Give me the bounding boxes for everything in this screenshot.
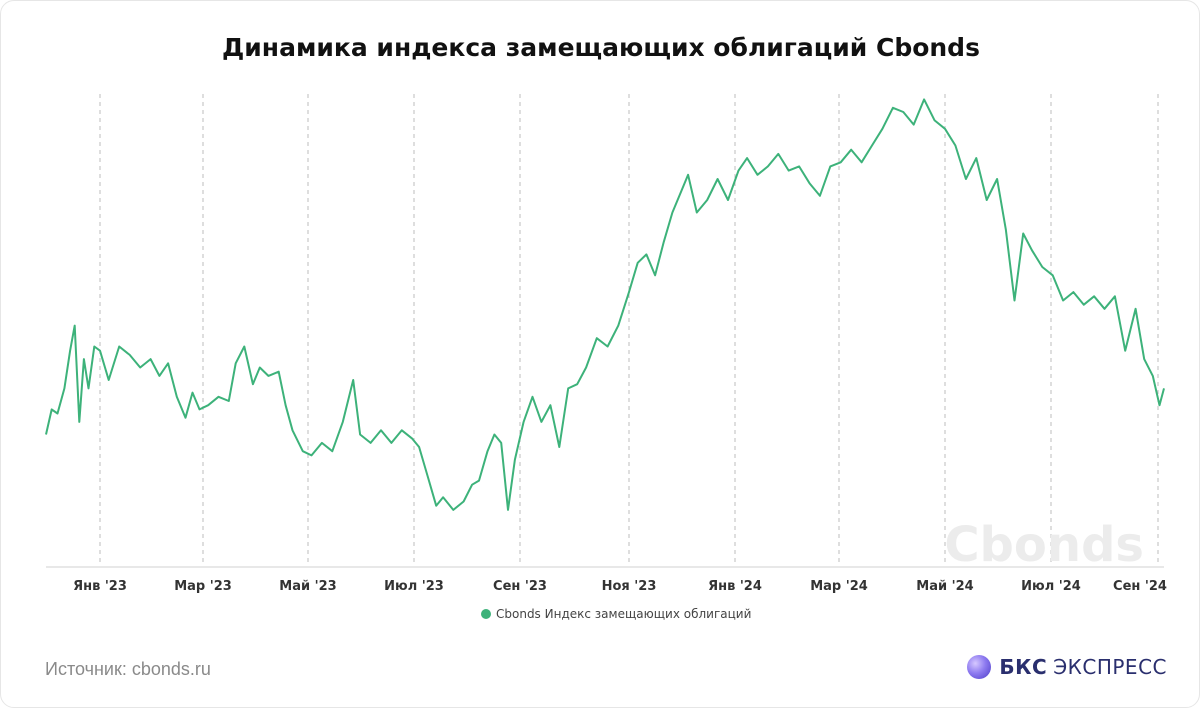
x-tick-label: Янв '23 [73,579,127,594]
line-chart: Янв '23 Мар '23 Май '23 Июл '23 Сен '23 Ноя '… [45,94,1167,621]
x-tick-label: Сен '24 [1113,579,1167,594]
legend[interactable]: Cbonds Индекс замещающих облигаций [481,607,751,621]
x-tick-label: Мар '23 [174,579,232,594]
brand-strong: БКС [999,655,1048,679]
vertical-gridlines [99,94,1159,563]
x-tick-label: Ноя '23 [602,579,657,594]
bks-logo-icon [967,655,992,679]
x-tick-labels: Янв '23 Мар '23 Май '23 Июл '23 Сен '23 Ноя '… [73,579,1167,594]
x-tick-label: Июл '24 [1021,579,1081,594]
x-tick-label: Мар '24 [810,579,868,594]
x-tick-label: Май '23 [279,579,336,594]
x-tick-label: Июл '23 [384,579,444,594]
brand-rest: ЭКСПРЕСС [1053,655,1167,679]
legend-label: Cbonds Индекс замещающих облигаций [496,607,751,621]
chart-title: Динамика индекса замещающих облигаций Cb… [222,33,980,62]
watermark-text: Cbonds [944,517,1144,573]
legend-marker [481,609,491,619]
x-tick-label: Сен '23 [493,579,547,594]
x-tick-label: Май '24 [916,579,973,594]
brand-logo[interactable]: БКС ЭКСПРЕСС [967,655,1167,679]
x-tick-label: Янв '24 [708,579,762,594]
source-caption: Источник: cbonds.ru [45,659,211,679]
series-line [45,98,1165,511]
